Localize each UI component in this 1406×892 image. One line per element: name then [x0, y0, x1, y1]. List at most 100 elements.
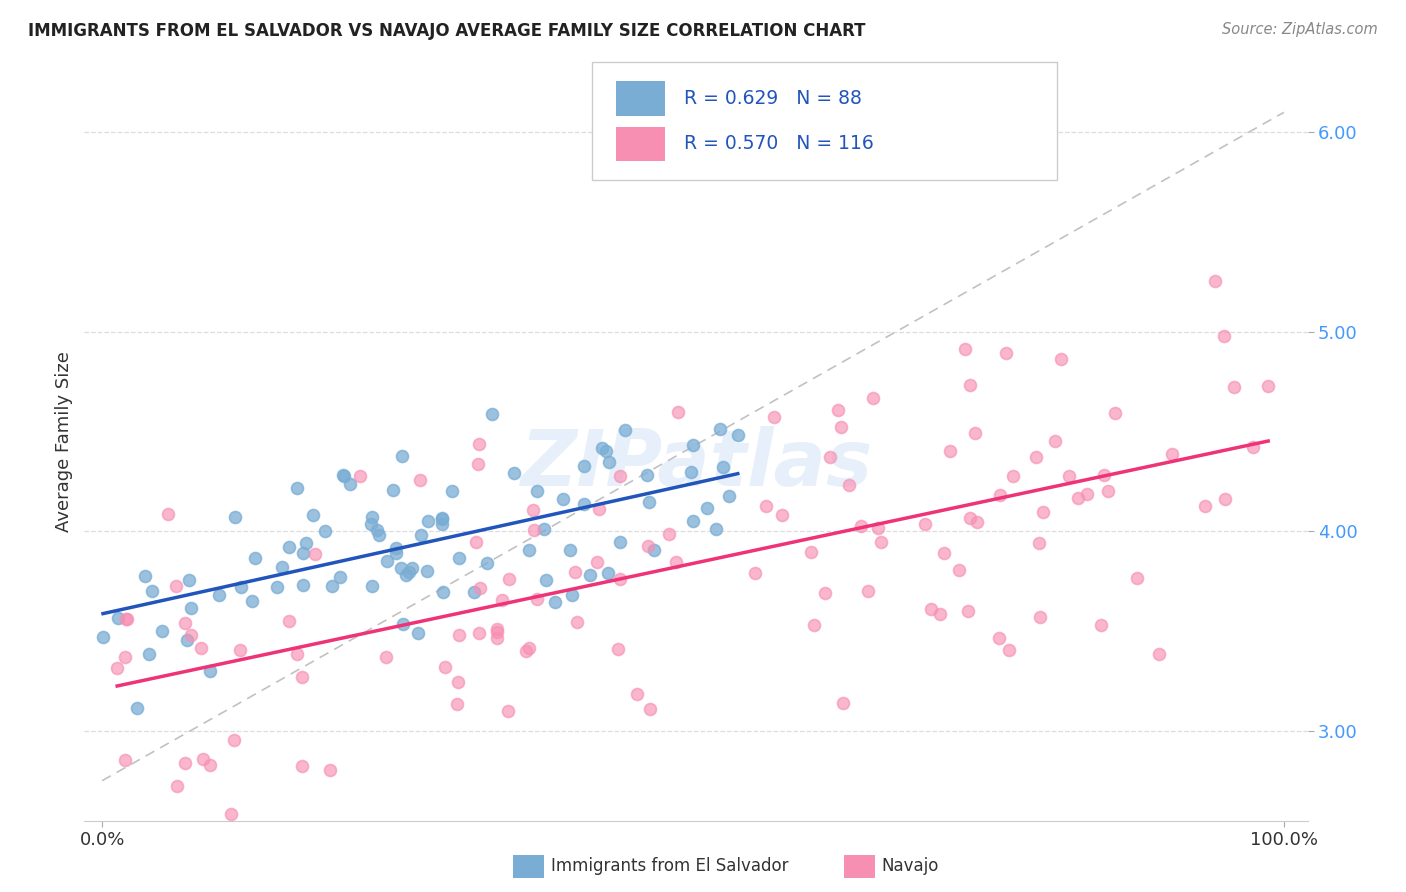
Point: [165, 579, 187, 593]
Point: [994, 345, 1017, 359]
Point: [920, 601, 942, 615]
Point: [1213, 492, 1236, 507]
Point: [432, 512, 454, 526]
Point: [430, 511, 453, 525]
Point: [446, 697, 468, 711]
Point: [523, 524, 546, 538]
Point: [360, 510, 382, 524]
Point: [105, 661, 128, 675]
Point: [291, 578, 314, 592]
Point: [515, 644, 537, 658]
Point: [115, 611, 138, 625]
Point: [156, 507, 179, 521]
Bar: [616, 81, 665, 116]
Point: [953, 342, 976, 356]
Point: [498, 704, 520, 718]
Point: [291, 546, 314, 560]
Point: [755, 499, 778, 513]
Point: [180, 628, 202, 642]
Point: [1241, 440, 1264, 454]
Point: [1204, 274, 1226, 288]
Point: [800, 545, 823, 559]
Point: [360, 516, 382, 531]
Point: [166, 779, 188, 793]
Point: [929, 607, 952, 622]
Text: Immigrants from El Salvador: Immigrants from El Salvador: [551, 857, 789, 875]
Point: [468, 436, 491, 450]
Point: [827, 403, 849, 417]
Point: [398, 565, 420, 579]
Point: [966, 516, 988, 530]
Point: [939, 443, 962, 458]
Point: [229, 580, 252, 594]
Point: [770, 508, 793, 522]
Point: [219, 806, 242, 821]
Point: [856, 583, 879, 598]
Point: [1067, 491, 1090, 505]
Point: [957, 604, 980, 618]
Text: Source: ZipAtlas.com: Source: ZipAtlas.com: [1222, 22, 1378, 37]
Point: [574, 497, 596, 511]
Point: [868, 521, 890, 535]
Point: [107, 611, 129, 625]
Point: [1025, 450, 1047, 464]
Point: [374, 650, 396, 665]
Point: [665, 555, 688, 569]
Point: [934, 546, 956, 560]
Point: [134, 569, 156, 583]
Point: [543, 595, 565, 609]
Point: [468, 626, 491, 640]
Point: [329, 570, 352, 584]
Point: [382, 483, 405, 497]
Point: [385, 541, 408, 555]
Point: [830, 420, 852, 434]
Point: [485, 624, 508, 639]
Point: [814, 586, 837, 600]
Point: [862, 391, 884, 405]
Point: [391, 449, 413, 463]
Point: [591, 441, 613, 455]
Point: [998, 643, 1021, 657]
Point: [503, 466, 526, 480]
Point: [517, 641, 540, 656]
Point: [1029, 610, 1052, 624]
Text: R = 0.570   N = 116: R = 0.570 N = 116: [683, 134, 873, 153]
Point: [533, 522, 555, 536]
Point: [401, 561, 423, 575]
Point: [222, 732, 245, 747]
Point: [1057, 469, 1080, 483]
Point: [392, 616, 415, 631]
Point: [696, 501, 718, 516]
Point: [595, 443, 617, 458]
Point: [138, 647, 160, 661]
Point: [762, 409, 785, 424]
Point: [208, 588, 231, 602]
Point: [432, 584, 454, 599]
Point: [1049, 352, 1071, 367]
Point: [1125, 571, 1147, 585]
Point: [114, 649, 136, 664]
Point: [606, 642, 628, 657]
Point: [1092, 468, 1115, 483]
Point: [190, 640, 212, 655]
Point: [229, 643, 252, 657]
Point: [430, 517, 453, 532]
Point: [586, 555, 609, 569]
Point: [565, 615, 588, 629]
Point: [914, 517, 936, 532]
Point: [522, 503, 544, 517]
Point: [609, 535, 631, 549]
Point: [224, 509, 246, 524]
Point: [198, 664, 221, 678]
Point: [333, 469, 356, 483]
Point: [1076, 487, 1098, 501]
Point: [526, 484, 548, 499]
Text: R = 0.629   N = 88: R = 0.629 N = 88: [683, 88, 862, 108]
Point: [278, 541, 301, 555]
Point: [409, 528, 432, 542]
Point: [285, 481, 308, 495]
Point: [638, 495, 661, 509]
Point: [637, 539, 659, 553]
Point: [291, 759, 314, 773]
Point: [636, 467, 658, 482]
